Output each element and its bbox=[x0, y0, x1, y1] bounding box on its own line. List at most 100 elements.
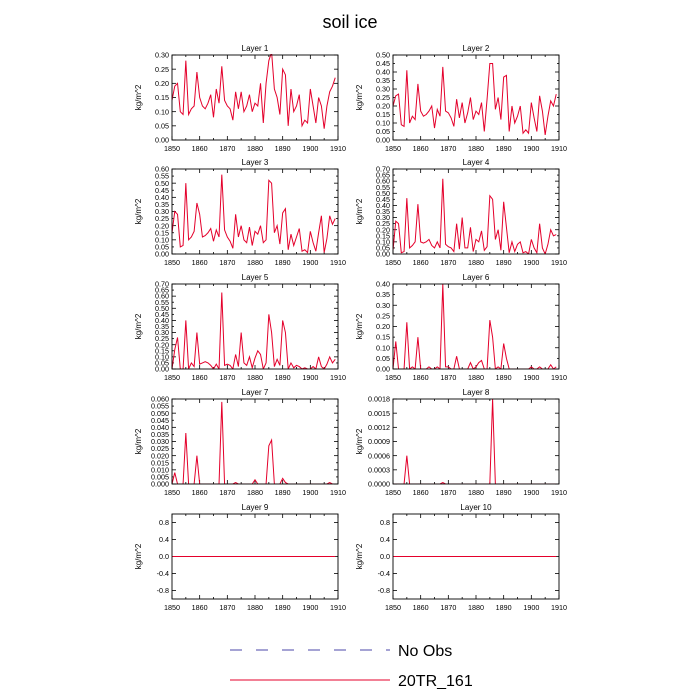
plot-frame bbox=[392, 513, 560, 600]
x-tick-label: 1890 bbox=[275, 488, 291, 497]
y-tick-label: 0.20 bbox=[155, 221, 169, 230]
panel-title: Layer 5 bbox=[242, 273, 269, 282]
plot-frame bbox=[171, 283, 339, 370]
x-tick-label: 1900 bbox=[523, 603, 539, 612]
y-tick-label: 0.05 bbox=[155, 243, 169, 252]
y-tick-label: 0.0015 bbox=[368, 409, 390, 418]
y-tick-label: 0.4 bbox=[159, 535, 169, 544]
y-tick-label: 0.10 bbox=[376, 343, 390, 352]
x-tick-label: 1850 bbox=[164, 258, 180, 267]
y-tick-label: 0.40 bbox=[376, 68, 390, 77]
y-tick-label: 0.05 bbox=[376, 244, 390, 253]
x-tick-label: 1890 bbox=[496, 488, 512, 497]
y-tick-label: -0.4 bbox=[378, 569, 390, 578]
y-tick-label: 0.15 bbox=[376, 110, 390, 119]
plot-frame bbox=[171, 54, 339, 141]
x-tick-label: 1890 bbox=[496, 144, 512, 153]
y-tick-label: 0.10 bbox=[155, 107, 169, 116]
series-line-20tr-161 bbox=[393, 283, 557, 369]
y-tick-label: 0.00 bbox=[155, 365, 169, 374]
y-tick-label: 0.25 bbox=[376, 311, 390, 320]
x-tick-label: 1890 bbox=[275, 144, 291, 153]
y-tick-label: 0.15 bbox=[376, 333, 390, 342]
y-tick-label: 0.05 bbox=[155, 121, 169, 130]
y-tick-label: 0.50 bbox=[155, 304, 169, 313]
y-tick-label: 0.060 bbox=[151, 395, 169, 404]
series-line-20tr-161 bbox=[393, 63, 557, 135]
x-tick-label: 1900 bbox=[523, 488, 539, 497]
y-tick-label: 0.30 bbox=[376, 301, 390, 310]
x-tick-label: 1900 bbox=[302, 373, 318, 382]
y-tick-label: 0.15 bbox=[155, 346, 169, 355]
y-tick-label: 0.10 bbox=[376, 119, 390, 128]
y-tick-label: 0.040 bbox=[151, 423, 169, 432]
series-line-20tr-161 bbox=[172, 174, 336, 254]
x-tick-label: 1870 bbox=[219, 488, 235, 497]
x-tick-label: 1880 bbox=[468, 488, 484, 497]
y-tick-label: 0.45 bbox=[376, 195, 390, 204]
x-tick-label: 1900 bbox=[302, 603, 318, 612]
plot-frame bbox=[392, 54, 560, 141]
y-tick-label: 0.45 bbox=[155, 310, 169, 319]
x-tick-label: 1900 bbox=[302, 488, 318, 497]
plot-frame bbox=[392, 283, 560, 370]
x-tick-label: 1900 bbox=[302, 144, 318, 153]
y-tick-label: 0.035 bbox=[151, 430, 169, 439]
panel-layer-4: Layer 4kg/m^20.000.050.100.150.200.250.3… bbox=[355, 158, 567, 267]
legend-no-obs-label: No Obs bbox=[398, 643, 452, 660]
y-axis-label: kg/m^2 bbox=[134, 198, 143, 224]
y-tick-label: -0.8 bbox=[378, 586, 390, 595]
panel-layer-6: Layer 6kg/m^20.000.050.100.150.200.250.3… bbox=[355, 273, 567, 382]
plot-frame bbox=[171, 513, 339, 600]
y-tick-label: 0.30 bbox=[376, 213, 390, 222]
y-tick-label: 0.20 bbox=[155, 340, 169, 349]
y-axis-label: kg/m^2 bbox=[134, 543, 143, 569]
panels: Layer 1kg/m^20.000.050.100.150.200.250.3… bbox=[134, 44, 567, 612]
x-tick-label: 1890 bbox=[496, 258, 512, 267]
legend-20tr-161-label: 20TR_161 bbox=[398, 673, 473, 690]
x-tick-label: 1890 bbox=[496, 373, 512, 382]
y-tick-label: 0.00 bbox=[376, 136, 390, 145]
y-tick-label: 0.00 bbox=[155, 136, 169, 145]
x-tick-label: 1870 bbox=[219, 603, 235, 612]
plot-frame bbox=[392, 398, 560, 485]
series-line-20tr-161 bbox=[172, 54, 336, 129]
legend-no-obs: No Obs bbox=[230, 643, 452, 660]
y-tick-label: 0.55 bbox=[376, 183, 390, 192]
x-tick-label: 1890 bbox=[275, 258, 291, 267]
y-tick-label: 0.35 bbox=[376, 207, 390, 216]
panel-title: Layer 6 bbox=[463, 273, 490, 282]
y-tick-label: 0.25 bbox=[155, 334, 169, 343]
x-tick-label: 1850 bbox=[164, 373, 180, 382]
x-tick-label: 1910 bbox=[551, 603, 567, 612]
y-tick-label: 0.0000 bbox=[368, 480, 390, 489]
x-tick-label: 1860 bbox=[192, 603, 208, 612]
y-tick-label: 0.10 bbox=[376, 237, 390, 246]
y-tick-label: 0.35 bbox=[376, 76, 390, 85]
x-tick-label: 1850 bbox=[164, 144, 180, 153]
panel-layer-1: Layer 1 kg/m^2 0.00 0.05 0.10 0.15 0.20 0.25 0.3… bbox=[134, 44, 346, 153]
y-tick-label: 0.30 bbox=[155, 207, 169, 216]
x-tick-label: 1880 bbox=[247, 603, 263, 612]
x-tick-label: 1860 bbox=[192, 144, 208, 153]
y-tick-label: 0.015 bbox=[151, 458, 169, 467]
x-tick-label: 1880 bbox=[247, 373, 263, 382]
y-tick-label: 0.40 bbox=[376, 201, 390, 210]
y-tick-label: 0.15 bbox=[376, 231, 390, 240]
x-tick-label: 1910 bbox=[330, 144, 346, 153]
y-tick-label: 0.4 bbox=[380, 535, 390, 544]
x-tick-label: 1880 bbox=[247, 258, 263, 267]
panel-title: Layer 3 bbox=[242, 158, 269, 167]
y-tick-label: 0.0018 bbox=[368, 395, 390, 404]
x-tick-label: 1880 bbox=[468, 144, 484, 153]
y-axis-label: kg/m^2 bbox=[355, 84, 364, 110]
panel-title: Layer 8 bbox=[463, 388, 490, 397]
x-tick-label: 1860 bbox=[413, 373, 429, 382]
y-tick-label: 0.0009 bbox=[368, 437, 390, 446]
series-line-20tr-161 bbox=[172, 292, 336, 369]
x-tick-label: 1860 bbox=[192, 488, 208, 497]
y-tick-label: 0.45 bbox=[155, 186, 169, 195]
y-tick-label: 0.60 bbox=[155, 292, 169, 301]
y-tick-label: 0.0012 bbox=[368, 423, 390, 432]
y-tick-label: 0.0006 bbox=[368, 451, 390, 460]
